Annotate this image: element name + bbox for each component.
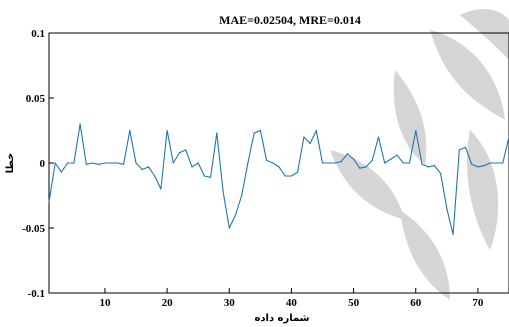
data-point — [141, 168, 143, 171]
data-point — [241, 194, 243, 197]
data-point — [315, 129, 317, 132]
data-point — [284, 175, 286, 177]
data-point — [135, 162, 137, 164]
data-point — [79, 123, 81, 125]
data-point — [377, 136, 380, 138]
data-point — [73, 162, 75, 164]
data-point — [104, 162, 106, 164]
x-tick-label: 70 — [472, 297, 484, 309]
data-point — [272, 162, 274, 164]
data-point — [390, 158, 392, 160]
data-point — [129, 129, 131, 132]
data-point — [433, 165, 435, 167]
data-point — [402, 162, 404, 164]
data-point — [210, 176, 212, 178]
x-tick-label: 20 — [162, 297, 174, 309]
data-point — [440, 172, 442, 174]
data-point — [178, 152, 181, 154]
data-point — [222, 191, 224, 193]
y-tick-label: -0.05 — [22, 223, 45, 235]
data-point — [334, 162, 336, 164]
x-tick-label: 30 — [224, 297, 236, 309]
x-tick-label: 10 — [99, 297, 111, 309]
data-point — [452, 233, 454, 236]
data-point — [203, 175, 205, 177]
data-point — [172, 162, 174, 164]
data-point — [123, 163, 125, 165]
y-tick-label: -0.1 — [28, 288, 45, 300]
data-point — [197, 162, 199, 164]
data-point — [266, 159, 268, 161]
watermark-emblem — [330, 8, 509, 300]
data-point — [359, 167, 361, 169]
data-point — [67, 162, 69, 164]
data-point — [396, 154, 398, 156]
data-point — [321, 162, 324, 164]
data-point — [234, 214, 237, 216]
data-point — [483, 165, 485, 167]
data-point — [346, 153, 348, 155]
data-point — [166, 129, 168, 132]
x-axis-title: شماره داده — [254, 313, 309, 324]
data-point — [147, 166, 150, 168]
y-tick-label: 0 — [40, 158, 46, 170]
data-point — [446, 207, 448, 210]
data-point — [160, 188, 162, 190]
data-point — [116, 162, 118, 164]
data-point — [85, 163, 87, 165]
data-point — [48, 201, 50, 203]
data-point — [290, 175, 292, 177]
data-point — [328, 162, 330, 164]
x-tick-label: 60 — [410, 297, 422, 309]
data-point — [216, 132, 218, 134]
data-point — [309, 142, 311, 145]
data-point — [415, 129, 417, 132]
data-point — [340, 161, 342, 163]
data-point — [191, 166, 193, 168]
data-point — [154, 175, 156, 177]
data-point — [353, 158, 355, 160]
y-tick-label: 0.05 — [26, 93, 46, 105]
data-point — [471, 163, 473, 165]
data-point — [421, 163, 423, 165]
data-point — [278, 166, 280, 168]
data-point — [253, 132, 255, 134]
data-point — [303, 136, 305, 138]
data-point — [91, 162, 94, 164]
data-point — [259, 129, 261, 132]
data-point — [496, 162, 498, 164]
data-point — [384, 162, 386, 164]
data-point — [365, 166, 367, 168]
data-point — [408, 162, 411, 164]
y-tick-label: 0.1 — [31, 28, 45, 40]
data-point — [247, 162, 249, 164]
chart-title: MAE=0.02504, MRE=0.014 — [219, 13, 361, 27]
data-point — [502, 162, 504, 164]
data-point — [54, 162, 56, 164]
data-point — [98, 163, 100, 165]
data-point — [297, 171, 299, 173]
data-point — [371, 159, 373, 161]
data-point — [60, 171, 63, 173]
data-point — [489, 162, 491, 164]
error-series-line — [48, 123, 509, 236]
x-tick-label: 40 — [286, 297, 298, 309]
data-point — [477, 166, 479, 168]
data-point — [458, 149, 460, 151]
data-point — [427, 166, 429, 168]
data-point — [464, 146, 467, 148]
data-point — [110, 162, 112, 164]
data-point — [228, 227, 230, 229]
y-axis-title: خطا — [5, 153, 16, 174]
x-tick-label: 50 — [348, 297, 360, 309]
data-point — [185, 149, 187, 151]
